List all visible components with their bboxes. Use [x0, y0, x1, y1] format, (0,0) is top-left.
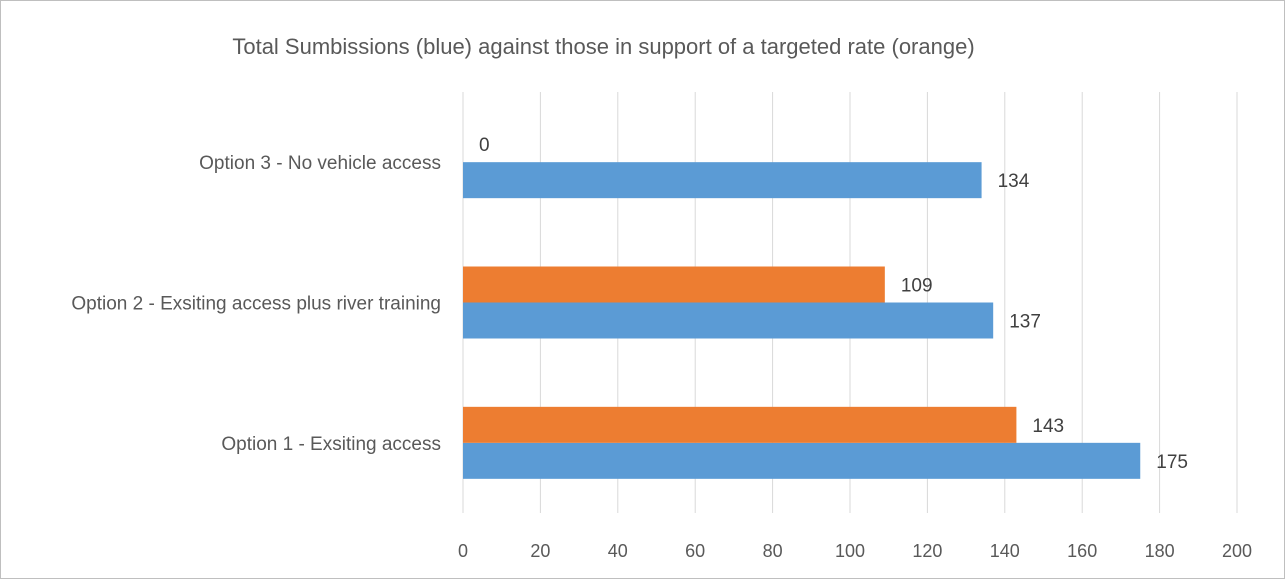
bars	[463, 162, 1141, 479]
x-tick-label: 100	[835, 541, 865, 561]
x-tick-label: 60	[685, 541, 705, 561]
data-label-total: 137	[1009, 312, 1041, 333]
category-label: Option 2 - Exsiting access plus river tr…	[71, 294, 441, 315]
x-tick-label: 180	[1145, 541, 1175, 561]
x-tick-label: 20	[530, 541, 550, 561]
x-tick-label: 40	[608, 541, 628, 561]
data-label-support: 109	[901, 276, 933, 297]
data-label-support: 0	[479, 135, 490, 156]
data-label-support: 143	[1032, 416, 1064, 437]
x-tick-label: 80	[763, 541, 783, 561]
bar-total-submissions	[463, 442, 1141, 479]
category-label: Option 3 - No vehicle access	[199, 153, 441, 174]
data-label-total: 134	[998, 171, 1030, 192]
bar-total-submissions	[463, 162, 982, 199]
labels: 0 20 40 60 80 100 120 140 160 180 200 Option 1 - Ex…	[71, 135, 1252, 561]
x-tick-label: 140	[990, 541, 1020, 561]
bar-total-submissions	[463, 302, 994, 339]
x-tick-label: 200	[1222, 541, 1252, 561]
chart-title: Total Sumbissions (blue) against those i…	[232, 34, 975, 59]
category-label: Option 1 - Exsiting access	[221, 434, 441, 455]
data-label-total: 175	[1156, 452, 1188, 473]
bar-targeted-rate-support	[463, 266, 885, 303]
x-tick-label: 160	[1067, 541, 1097, 561]
x-tick-label: 120	[912, 541, 942, 561]
x-tick-label: 0	[458, 541, 468, 561]
bar-targeted-rate-support	[463, 406, 1017, 443]
